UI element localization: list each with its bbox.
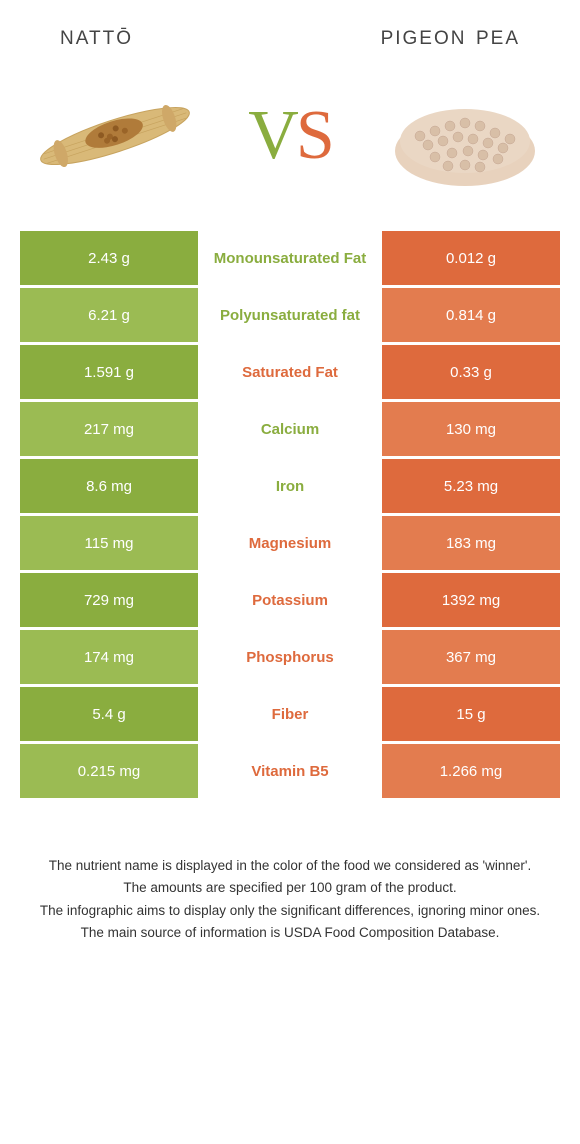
vs-label: VS: [248, 96, 332, 176]
value-right: 1392 mg: [382, 573, 560, 627]
footnote-line: The main source of information is USDA F…: [30, 923, 550, 943]
value-right: 5.23 mg: [382, 459, 560, 513]
nutrient-label: Iron: [201, 459, 379, 513]
nutrient-label: Fiber: [201, 687, 379, 741]
value-left: 174 mg: [20, 630, 198, 684]
value-right: 0.33 g: [382, 345, 560, 399]
hero-row: VS: [0, 61, 580, 231]
value-right: 0.012 g: [382, 231, 560, 285]
value-left: 5.4 g: [20, 687, 198, 741]
table-row: 0.215 mgVitamin B51.266 mg: [20, 744, 560, 798]
header: nattō pigeon pea: [0, 0, 580, 61]
table-row: 5.4 gFiber15 g: [20, 687, 560, 741]
table-row: 174 mgPhosphorus367 mg: [20, 630, 560, 684]
table-row: 1.591 gSaturated Fat0.33 g: [20, 345, 560, 399]
footnote-line: The infographic aims to display only the…: [30, 901, 550, 921]
value-right: 15 g: [382, 687, 560, 741]
value-left: 2.43 g: [20, 231, 198, 285]
nutrient-label: Calcium: [201, 402, 379, 456]
vs-v: V: [248, 97, 296, 174]
food-image-right: [380, 71, 550, 201]
food-image-left: [30, 71, 200, 201]
natto-icon: [30, 71, 200, 201]
footnote-line: The amounts are specified per 100 gram o…: [30, 878, 550, 898]
value-left: 6.21 g: [20, 288, 198, 342]
value-left: 729 mg: [20, 573, 198, 627]
nutrient-label: Magnesium: [201, 516, 379, 570]
table-row: 6.21 gPolyunsaturated fat0.814 g: [20, 288, 560, 342]
table-row: 217 mgCalcium130 mg: [20, 402, 560, 456]
value-right: 367 mg: [382, 630, 560, 684]
value-right: 183 mg: [382, 516, 560, 570]
food-title-right: pigeon pea: [381, 20, 520, 51]
nutrient-label: Polyunsaturated fat: [201, 288, 379, 342]
nutrient-label: Vitamin B5: [201, 744, 379, 798]
footnotes: The nutrient name is displayed in the co…: [0, 801, 580, 943]
table-row: 729 mgPotassium1392 mg: [20, 573, 560, 627]
value-right: 130 mg: [382, 402, 560, 456]
nutrient-label: Monounsaturated Fat: [201, 231, 379, 285]
value-right: 0.814 g: [382, 288, 560, 342]
nutrient-label: Phosphorus: [201, 630, 379, 684]
value-left: 1.591 g: [20, 345, 198, 399]
nutrient-label: Potassium: [201, 573, 379, 627]
food-title-left: nattō: [60, 20, 133, 51]
value-left: 0.215 mg: [20, 744, 198, 798]
table-row: 115 mgMagnesium183 mg: [20, 516, 560, 570]
table-row: 8.6 mgIron5.23 mg: [20, 459, 560, 513]
comparison-table: 2.43 gMonounsaturated Fat0.012 g6.21 gPo…: [0, 231, 580, 798]
value-left: 115 mg: [20, 516, 198, 570]
table-row: 2.43 gMonounsaturated Fat0.012 g: [20, 231, 560, 285]
value-left: 217 mg: [20, 402, 198, 456]
value-left: 8.6 mg: [20, 459, 198, 513]
value-right: 1.266 mg: [382, 744, 560, 798]
nutrient-label: Saturated Fat: [201, 345, 379, 399]
pigeon-pea-icon: [380, 71, 550, 201]
footnote-line: The nutrient name is displayed in the co…: [30, 856, 550, 876]
vs-s: S: [296, 97, 332, 174]
